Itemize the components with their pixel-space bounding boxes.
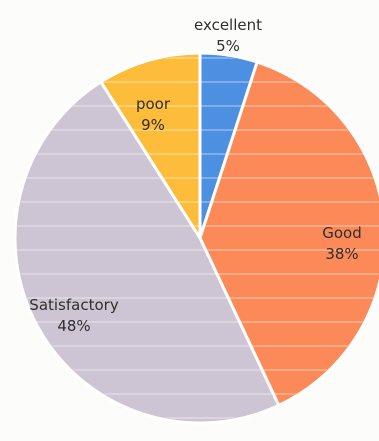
slice-label-satisfactory: Satisfactory 48% [29, 295, 118, 337]
slice-name-poor: poor [135, 95, 171, 113]
slice-percent-good: 38% [325, 245, 359, 263]
pie-texture [17, 55, 379, 421]
slice-percent-excellent: 5% [216, 37, 240, 55]
slice-name-good: Good [322, 224, 362, 242]
slice-label-excellent: excellent 5% [194, 15, 262, 57]
slice-name-satisfactory: Satisfactory [29, 296, 119, 314]
slice-label-good: Good 38% [322, 223, 362, 265]
slice-percent-satisfactory: 48% [57, 317, 91, 335]
slice-name-excellent: excellent [193, 16, 263, 34]
slice-percent-poor: 9% [141, 116, 165, 134]
slice-label-poor: poor 9% [136, 94, 170, 136]
